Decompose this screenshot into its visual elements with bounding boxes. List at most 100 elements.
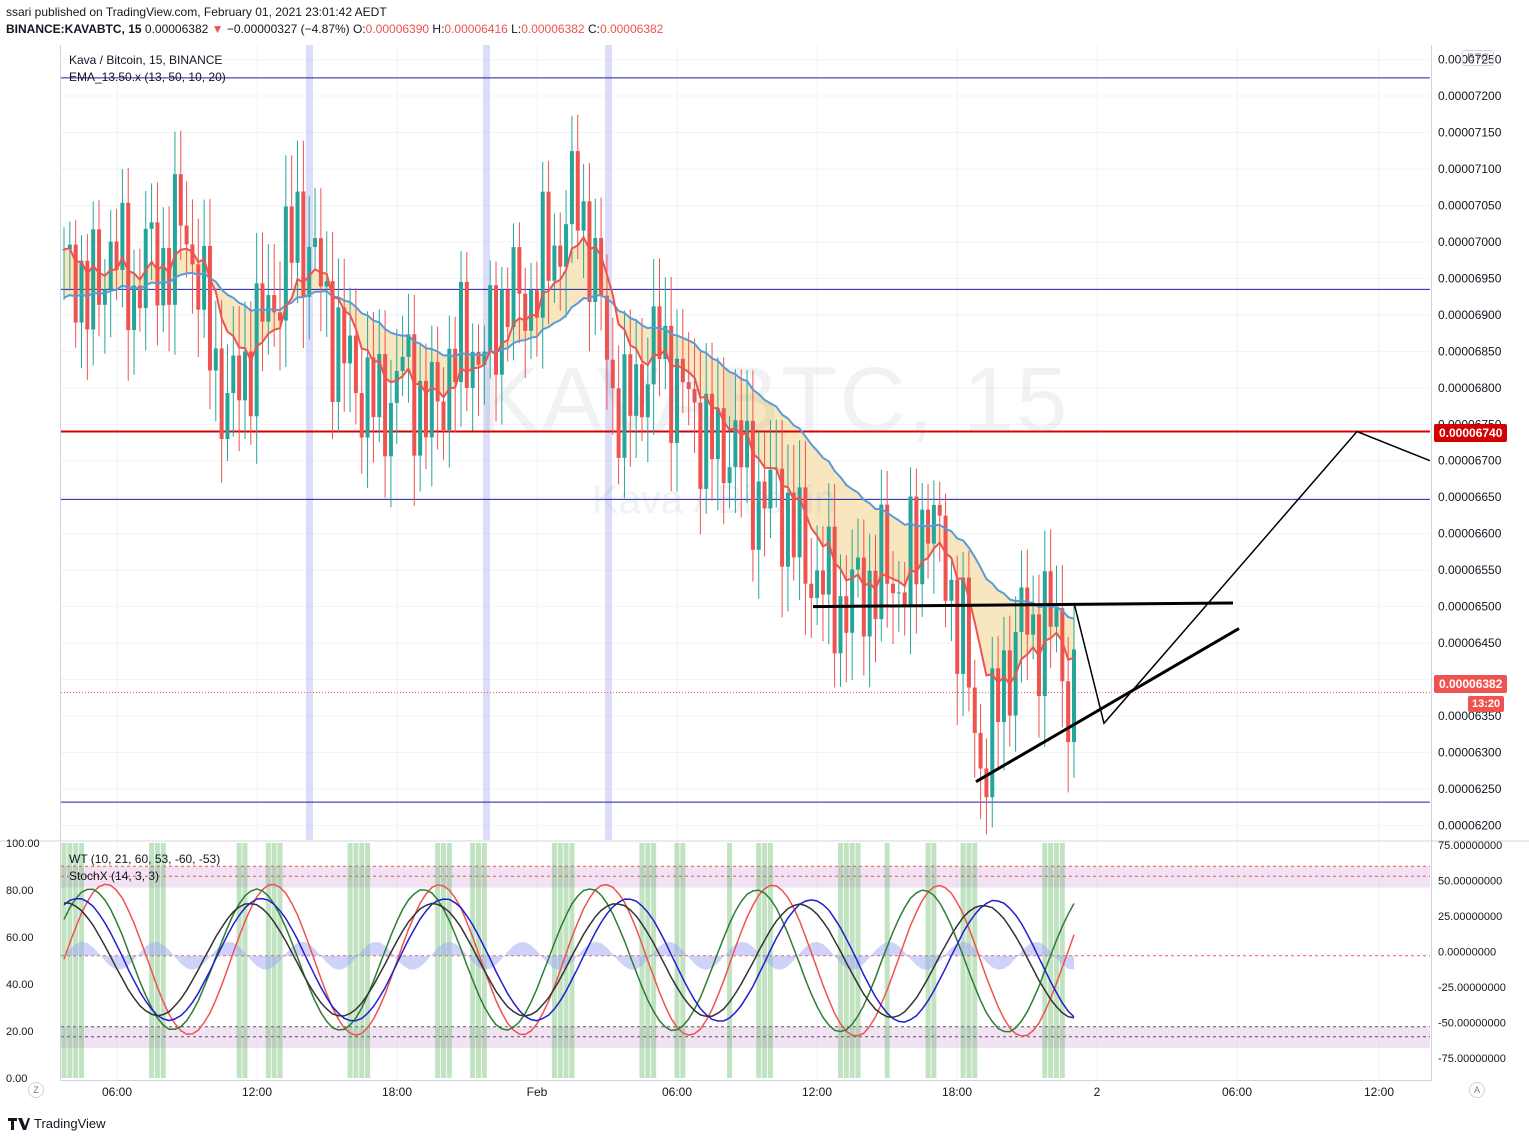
candle-body — [1066, 681, 1071, 743]
signal-highlight — [727, 843, 733, 1078]
candle-body — [137, 285, 142, 309]
candle-body — [219, 348, 224, 440]
candle-body — [540, 191, 545, 318]
candle-body — [604, 295, 609, 360]
candle-body — [704, 393, 709, 489]
candle-body — [394, 370, 399, 403]
candle-body — [278, 312, 283, 321]
candle-body — [634, 364, 639, 416]
candle-body — [1054, 608, 1059, 627]
candle-body — [891, 583, 896, 594]
signal-highlight — [651, 843, 657, 1078]
high-label: H: — [432, 22, 445, 36]
open-value: 0.00006390 — [365, 22, 430, 36]
signal-highlight — [674, 843, 680, 1078]
candle-body — [692, 389, 697, 403]
wt-legend[interactable]: WT (10, 21, 60, 53, -60, -53) — [69, 852, 221, 866]
stoch-legend[interactable]: StochX (14, 3, 3) — [69, 869, 160, 883]
candle-body — [400, 356, 405, 371]
candle-body — [1025, 587, 1030, 635]
ema-fast-line — [63, 235, 1075, 686]
indicator-right-tick: -75.00000000 — [1438, 1053, 1506, 1065]
price-tick-label: 0.00007150 — [1438, 126, 1502, 140]
candle-body — [593, 237, 598, 302]
price-tick-label: 0.00006500 — [1438, 600, 1502, 614]
candle-body — [680, 358, 685, 383]
candle-body — [1001, 650, 1006, 723]
candle-body — [569, 151, 574, 225]
indicator-left-tick: 100.00 — [6, 838, 40, 850]
candle-body — [435, 362, 440, 402]
candle-body — [85, 260, 90, 330]
candle-body — [202, 246, 207, 310]
candle-body — [488, 285, 493, 352]
wt-fast-line — [63, 883, 1075, 1037]
candle-body — [301, 191, 306, 297]
time-tick-label: 06:00 — [662, 1085, 692, 1099]
candle-body — [330, 281, 335, 402]
signal-highlight — [966, 843, 972, 1078]
candle-body — [727, 467, 732, 484]
candle-body — [581, 201, 586, 231]
auto-scale-button[interactable]: A — [1469, 1082, 1485, 1098]
signal-highlight — [160, 843, 166, 1078]
signal-highlight — [440, 843, 446, 1078]
open-label: O: — [353, 22, 366, 36]
footer-brand[interactable]: TradingView — [8, 1116, 106, 1131]
stoch-k-line — [63, 897, 1075, 1023]
candle-body — [237, 355, 242, 401]
time-tick-label: 06:00 — [1222, 1085, 1252, 1099]
candle-body — [318, 238, 323, 287]
signal-highlight — [61, 843, 67, 1078]
candle-body — [628, 354, 633, 416]
price-tick-label: 0.00007200 — [1438, 89, 1502, 103]
indicator-right-tick: 0.00000000 — [1438, 947, 1496, 959]
candle-body — [213, 348, 218, 371]
time-tick-label: 2 — [1094, 1085, 1101, 1099]
time-tick-label: Feb — [527, 1085, 548, 1099]
time-tick-label: 18:00 — [942, 1085, 972, 1099]
candle-body — [494, 285, 499, 375]
signal-highlight — [242, 843, 248, 1078]
candle-body — [207, 246, 212, 371]
last-price-badge: 0.00006382 — [1434, 675, 1508, 693]
candle-body — [172, 174, 177, 305]
candle-body — [272, 295, 277, 313]
candle-body — [990, 668, 995, 798]
candle-body — [564, 224, 569, 267]
signal-highlight — [972, 843, 978, 1078]
chart-legend-title[interactable]: Kava / Bitcoin, 15, BINANCE — [69, 53, 223, 67]
signal-highlight — [359, 843, 365, 1078]
session-highlight — [605, 45, 612, 840]
candle-body — [231, 355, 236, 394]
candle-body — [820, 570, 825, 595]
ema-legend[interactable]: EMA_13.50.x (13, 50, 10, 20) — [69, 70, 226, 84]
candle-body — [1072, 649, 1076, 743]
candle-body — [67, 244, 72, 250]
candle-body — [955, 579, 960, 674]
candle-body — [196, 264, 201, 310]
zoom-button[interactable]: Z — [28, 1082, 44, 1098]
candle-body — [978, 732, 983, 769]
candle-body — [161, 248, 166, 306]
signal-highlight — [680, 843, 686, 1078]
time-tick-label: 12:00 — [1364, 1085, 1394, 1099]
candle-body — [710, 393, 715, 460]
candle-body — [803, 487, 808, 584]
currency-button[interactable]: BTC — [1462, 50, 1494, 66]
candle-body — [599, 237, 604, 296]
candle-body — [441, 401, 446, 431]
projection-path — [1073, 430, 1431, 725]
candle-body — [383, 354, 388, 457]
price-tick-label: 0.00006250 — [1438, 782, 1502, 796]
candle-body — [260, 283, 265, 322]
candle-body — [534, 290, 539, 318]
candle-body — [739, 420, 744, 468]
candle-body — [686, 382, 691, 390]
candle-body — [324, 281, 329, 287]
candle-body — [797, 487, 802, 558]
candle-body — [429, 362, 434, 438]
candle-body — [412, 334, 417, 456]
overbought-zone — [61, 866, 1430, 888]
